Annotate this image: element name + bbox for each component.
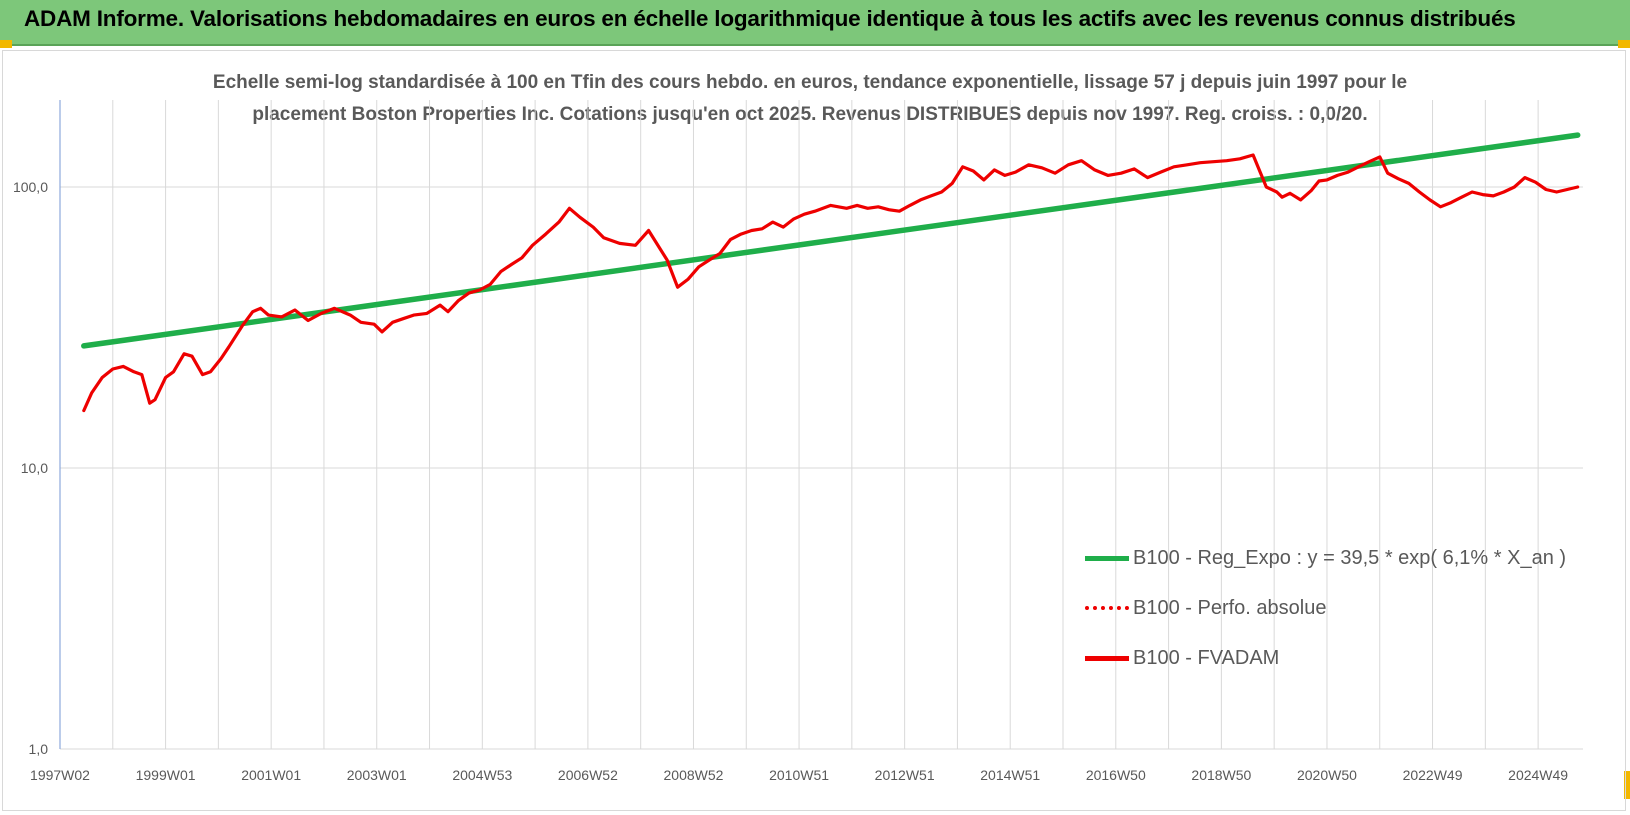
x-tick-label: 2014W51 xyxy=(980,767,1040,783)
x-tick-label: 2003W01 xyxy=(347,767,407,783)
x-tick-label: 2024W49 xyxy=(1508,767,1568,783)
x-tick-label: 2022W49 xyxy=(1403,767,1463,783)
x-tick-label: 2008W52 xyxy=(664,767,724,783)
x-tick-label: 2020W50 xyxy=(1297,767,1357,783)
x-axis-labels: 1997W02 1999W01 2001W01 2003W01 2004W53 2006W… xyxy=(30,767,1568,783)
legend-swatch-regression xyxy=(1085,555,1129,561)
x-tick-label: 2012W51 xyxy=(875,767,935,783)
corner-marker-left xyxy=(0,40,12,48)
legend-item-regression: B100 - Reg_Expo : y = 39,5 * exp( 6,1% *… xyxy=(1085,543,1566,573)
chart-series xyxy=(81,132,1581,413)
series-line-fvadam xyxy=(82,153,1580,413)
chart-frame xyxy=(2,50,1626,811)
corner-marker-bottom-right xyxy=(1624,771,1630,799)
legend-swatch-perfo xyxy=(1085,606,1129,610)
legend-label-regression: B100 - Reg_Expo : y = 39,5 * exp( 6,1% *… xyxy=(1133,546,1567,569)
legend-label-fvadam: B100 - FVADAM xyxy=(1133,646,1280,669)
x-tick-label: 1999W01 xyxy=(136,767,196,783)
corner-marker-right xyxy=(1618,40,1630,48)
x-tick-label: 1997W02 xyxy=(30,767,90,783)
legend-swatch-fvadam xyxy=(1085,655,1129,661)
y-tick-label: 1,0 xyxy=(29,741,49,757)
series-line-regression xyxy=(81,132,1581,349)
banner-title: ADAM Informe. Valorisations hebdomadaire… xyxy=(24,6,1516,31)
y-tick-label: 100,0 xyxy=(13,179,48,195)
x-tick-label: 2010W51 xyxy=(769,767,829,783)
x-tick-label: 2004W53 xyxy=(452,767,512,783)
y-tick-label: 10,0 xyxy=(21,460,48,476)
chart-grid xyxy=(59,100,1583,750)
x-tick-label: 2018W50 xyxy=(1191,767,1251,783)
legend-item-perfo: B100 - Perfo. absolue xyxy=(1085,593,1326,623)
x-tick-label: 2001W01 xyxy=(241,767,301,783)
x-tick-label: 2006W52 xyxy=(558,767,618,783)
x-tick-label: 2016W50 xyxy=(1086,767,1146,783)
chart-title-line2: placement Boston Properties Inc. Cotatio… xyxy=(252,104,1368,125)
y-axis-labels: 1,0 10,0 100,0 xyxy=(13,179,48,757)
legend-label-perfo: B100 - Perfo. absolue xyxy=(1133,596,1327,619)
chart-title-line1: Echelle semi-log standardisée à 100 en T… xyxy=(212,72,1408,93)
legend-item-fvadam: B100 - FVADAM xyxy=(1085,643,1279,673)
banner: ADAM Informe. Valorisations hebdomadaire… xyxy=(0,0,1630,46)
